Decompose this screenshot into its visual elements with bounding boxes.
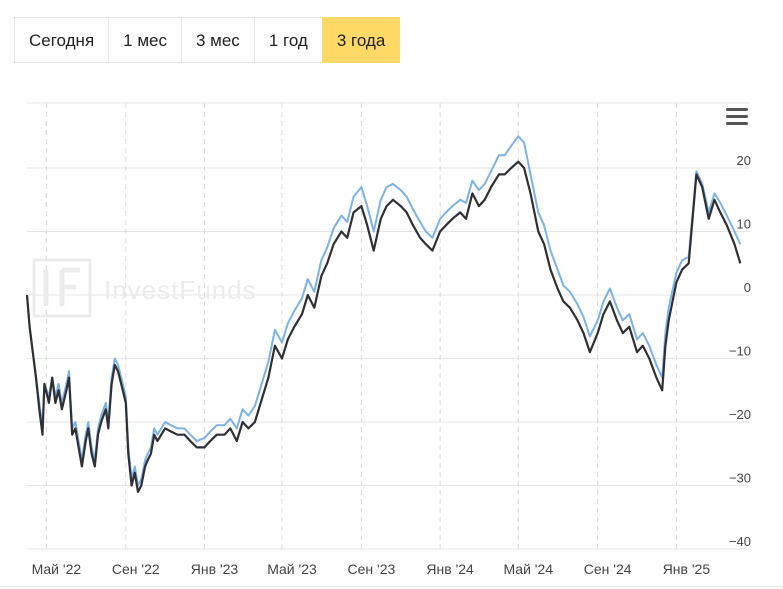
x-tick-label: Сен '22 — [112, 561, 160, 577]
chart-grid — [27, 102, 750, 550]
tab-period-4[interactable]: 3 года — [321, 17, 401, 63]
tab-period-0[interactable]: Сегодня — [14, 17, 110, 63]
tab-period-1[interactable]: 1 мес — [108, 17, 182, 63]
chart-series — [25, 135, 742, 493]
watermark-logo-frame — [32, 258, 92, 318]
x-tick-label: Сен '24 — [584, 561, 632, 577]
y-axis-labels: 20 10 0 −10 −20 −30 −40 — [729, 153, 751, 549]
y-tick-label: −20 — [729, 407, 751, 422]
x-tick-label: Янв '23 — [191, 561, 239, 577]
watermark-logo-mark — [43, 267, 80, 306]
chart-menu-icon[interactable] — [726, 108, 748, 126]
x-tick-label: Май '24 — [503, 561, 553, 577]
x-tick-label: Янв '24 — [426, 561, 474, 577]
y-tick-label: 10 — [737, 217, 751, 232]
x-tick-label: Май '23 — [267, 561, 317, 577]
y-tick-label: −10 — [729, 344, 751, 359]
x-tick-label: Янв '25 — [663, 561, 711, 577]
series-line-0 — [25, 160, 742, 493]
watermark-text: InvestFunds — [104, 275, 257, 305]
tab-period-2[interactable]: 3 мес — [180, 17, 255, 63]
divider — [0, 586, 783, 587]
y-tick-label: 20 — [737, 153, 751, 168]
series-line-1 — [26, 135, 742, 487]
x-tick-label: Сен '23 — [348, 561, 396, 577]
period-tabs: Сегодня 1 мес 3 мес 1 год 3 года — [14, 17, 401, 63]
y-tick-label: 0 — [744, 280, 751, 295]
y-tick-label: −40 — [729, 534, 751, 549]
x-tick-label: Май '22 — [32, 561, 82, 577]
x-axis-labels: Май '22 Сен '22 Янв '23 Май '23 Сен '23 Янв '… — [32, 561, 711, 577]
y-tick-label: −30 — [729, 471, 751, 486]
watermark: InvestFunds — [32, 258, 257, 318]
